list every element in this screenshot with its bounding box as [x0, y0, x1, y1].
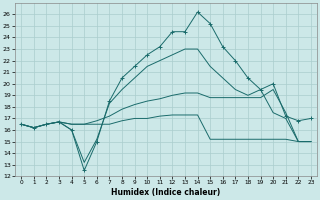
X-axis label: Humidex (Indice chaleur): Humidex (Indice chaleur) [111, 188, 221, 197]
